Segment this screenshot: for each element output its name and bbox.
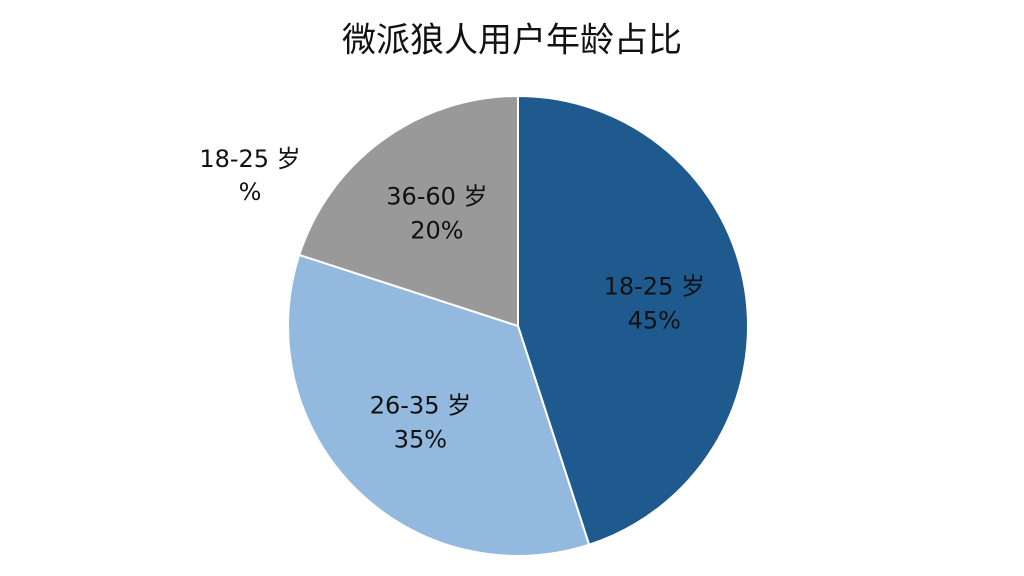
- slice-label: 26-35 岁: [370, 392, 471, 420]
- slice-label: 18-25 岁: [604, 272, 705, 300]
- value-label: 45%: [628, 306, 681, 334]
- pie-slice: [517, 94, 749, 547]
- value-label: 35%: [394, 426, 447, 454]
- pie-slice: [287, 253, 591, 557]
- pie-slice: [297, 94, 519, 328]
- value-label: 20%: [410, 216, 463, 244]
- annotation: 18-25 岁: [199, 145, 300, 173]
- annotation: %: [239, 178, 262, 206]
- chart-title: 微派狼人用户年龄占比: [342, 21, 682, 61]
- slice-label: 36-60 岁: [386, 182, 487, 210]
